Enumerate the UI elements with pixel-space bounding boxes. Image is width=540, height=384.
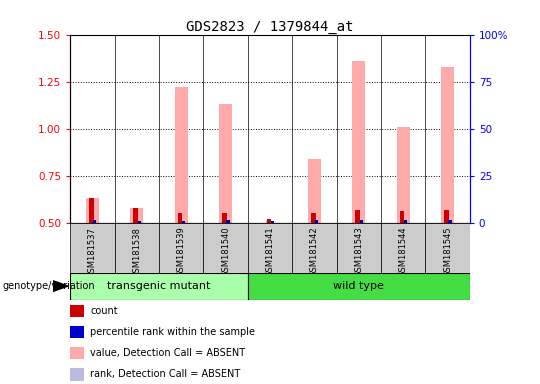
Bar — [159, 223, 204, 273]
Text: value, Detection Call = ABSENT: value, Detection Call = ABSENT — [90, 348, 245, 358]
Bar — [399, 220, 402, 223]
Text: transgenic mutant: transgenic mutant — [107, 281, 211, 291]
Bar — [404, 220, 407, 223]
Bar — [221, 220, 225, 223]
Bar — [133, 221, 136, 223]
Bar — [355, 220, 358, 223]
Bar — [400, 212, 404, 223]
Bar — [86, 198, 99, 223]
Text: rank, Detection Call = ABSENT: rank, Detection Call = ABSENT — [90, 369, 240, 379]
Bar — [219, 104, 232, 223]
Bar — [226, 220, 230, 223]
Bar — [138, 221, 141, 223]
Bar — [130, 208, 144, 223]
Text: GSM181544: GSM181544 — [399, 227, 408, 277]
Text: GSM181537: GSM181537 — [88, 227, 97, 278]
Text: GSM181541: GSM181541 — [266, 227, 274, 277]
Text: GSM181538: GSM181538 — [132, 227, 141, 278]
Bar — [352, 61, 366, 223]
Bar — [292, 223, 336, 273]
Bar — [444, 210, 449, 223]
Bar — [114, 223, 159, 273]
Text: GSM181542: GSM181542 — [310, 227, 319, 277]
Bar — [310, 220, 314, 223]
Bar — [178, 214, 183, 223]
Bar — [93, 220, 97, 223]
Bar — [360, 220, 363, 223]
Bar — [267, 219, 271, 223]
Bar — [396, 127, 410, 223]
Bar — [311, 214, 315, 223]
Polygon shape — [53, 281, 68, 291]
Bar — [449, 220, 451, 223]
Text: GSM181540: GSM181540 — [221, 227, 230, 277]
Text: GSM181539: GSM181539 — [177, 227, 186, 278]
Bar — [174, 87, 188, 223]
Bar — [70, 273, 248, 300]
Bar — [70, 223, 114, 273]
Text: GSM181543: GSM181543 — [354, 227, 363, 278]
Bar — [248, 273, 470, 300]
Bar — [355, 210, 360, 223]
Bar — [204, 223, 248, 273]
Bar — [182, 221, 185, 223]
Text: percentile rank within the sample: percentile rank within the sample — [90, 327, 255, 337]
Bar — [248, 223, 292, 273]
Text: count: count — [90, 306, 118, 316]
Bar — [222, 214, 227, 223]
Text: wild type: wild type — [333, 281, 384, 291]
Bar — [336, 223, 381, 273]
Bar — [315, 220, 319, 223]
Bar — [271, 221, 274, 223]
Bar — [308, 159, 321, 223]
Bar — [441, 66, 454, 223]
Bar — [443, 220, 447, 223]
Bar — [177, 220, 180, 223]
Bar — [89, 198, 93, 223]
Text: GSM181545: GSM181545 — [443, 227, 452, 277]
Text: genotype/variation: genotype/variation — [3, 281, 96, 291]
Bar — [133, 208, 138, 223]
Bar — [381, 223, 426, 273]
Bar — [88, 220, 92, 223]
Bar — [426, 223, 470, 273]
Bar — [266, 220, 269, 223]
Title: GDS2823 / 1379844_at: GDS2823 / 1379844_at — [186, 20, 354, 33]
